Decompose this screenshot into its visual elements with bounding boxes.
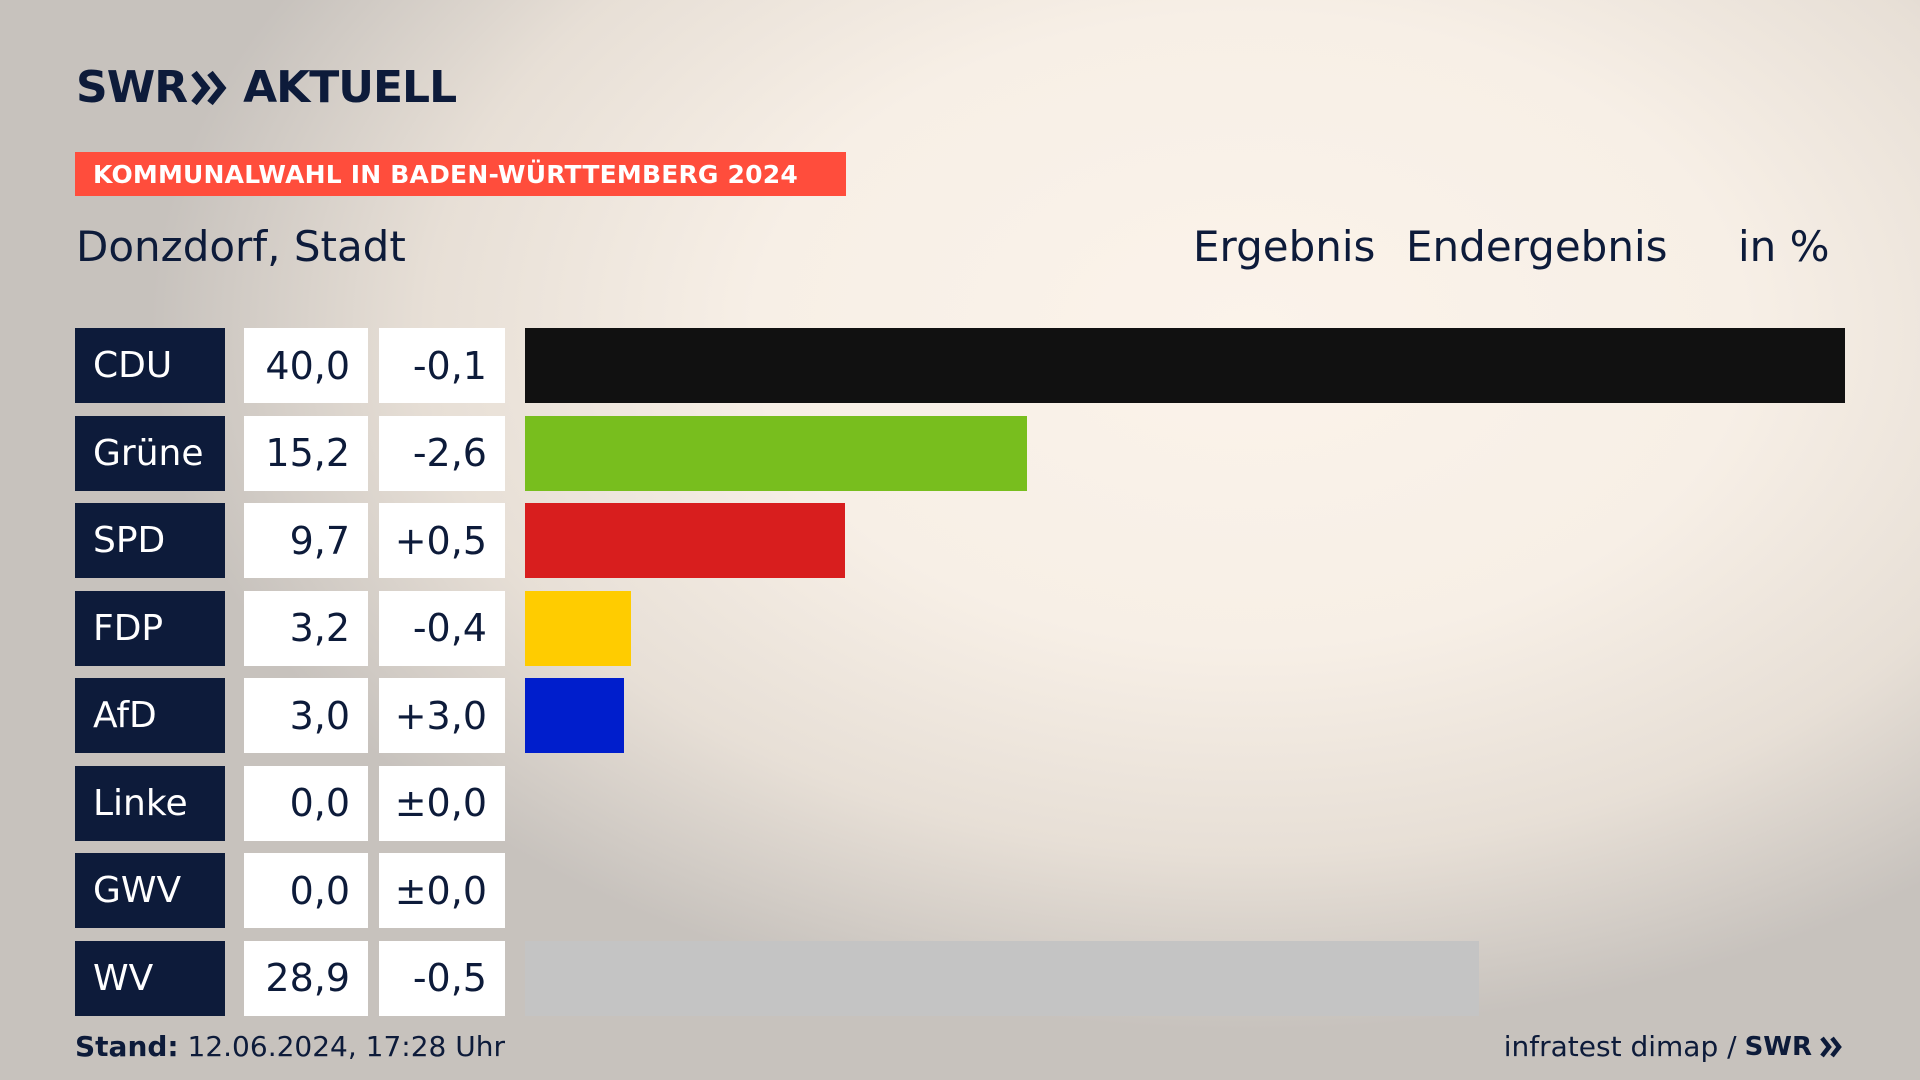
result-value: 9,7 <box>244 503 368 578</box>
party-label: AfD <box>75 678 225 753</box>
source-text: infratest dimap / <box>1503 1030 1737 1063</box>
column-header-final: Endergebnis <box>1406 222 1668 271</box>
result-diff: -0,4 <box>379 590 505 666</box>
result-diff: +0,5 <box>379 503 505 578</box>
result-diff: ±0,0 <box>379 853 505 928</box>
result-diff: +3,0 <box>379 678 505 753</box>
logo-aktuell-text: AKTUELL <box>243 62 457 113</box>
result-value: 40,0 <box>244 328 368 403</box>
double-chevron-icon <box>1820 1036 1842 1057</box>
party-row: GWV 0,0 ±0,0 <box>75 853 1845 928</box>
result-value: 0,0 <box>244 765 368 841</box>
party-row: WV 28,9 -0,5 <box>75 940 1845 1016</box>
result-value: 3,2 <box>244 590 368 666</box>
source-swr-logo: SWR <box>1744 1031 1812 1062</box>
party-label: SPD <box>75 503 225 578</box>
logo-swr-text: SWR <box>76 62 188 113</box>
result-value: 3,0 <box>244 678 368 753</box>
party-label: Linke <box>75 765 225 841</box>
column-header-result: Ergebnis <box>1193 222 1376 271</box>
result-bar <box>525 415 1027 491</box>
party-label: GWV <box>75 853 225 928</box>
result-bar <box>525 678 624 753</box>
party-label: FDP <box>75 590 225 666</box>
column-header-unit: in % <box>1738 222 1830 271</box>
party-label: CDU <box>75 328 225 403</box>
result-bar <box>525 503 846 578</box>
party-row: AfD 3,0 +3,0 <box>75 678 1845 753</box>
result-bar <box>525 940 1479 1016</box>
result-diff: ±0,0 <box>379 765 505 841</box>
party-row: SPD 9,7 +0,5 <box>75 503 1845 578</box>
party-label: Grüne <box>75 415 225 491</box>
result-diff: -0,5 <box>379 940 505 1016</box>
party-row: FDP 3,2 -0,4 <box>75 590 1845 666</box>
election-banner: KOMMUNALWAHL IN BADEN-WÜRTTEMBERG 2024 <box>75 152 846 196</box>
footer-stand: Stand: 12.06.2024, 17:28 Uhr <box>75 1030 505 1063</box>
double-chevron-icon <box>191 70 227 106</box>
result-value: 0,0 <box>244 853 368 928</box>
party-row: Grüne 15,2 -2,6 <box>75 415 1845 491</box>
swr-aktuell-logo: SWR AKTUELL <box>76 62 457 113</box>
result-diff: -2,6 <box>379 415 505 491</box>
result-diff: -0,1 <box>379 328 505 403</box>
result-bar <box>525 328 1845 403</box>
stand-label: Stand: <box>75 1030 179 1063</box>
stand-value: 12.06.2024, 17:28 Uhr <box>187 1030 505 1063</box>
party-label: WV <box>75 940 225 1016</box>
result-bar <box>525 590 631 666</box>
footer-source: infratest dimap / SWR <box>1504 1030 1844 1063</box>
party-row: CDU 40,0 -0,1 <box>75 328 1845 403</box>
party-row: Linke 0,0 ±0,0 <box>75 765 1845 841</box>
place-title: Donzdorf, Stadt <box>76 222 406 271</box>
result-value: 15,2 <box>244 415 368 491</box>
result-value: 28,9 <box>244 940 368 1016</box>
